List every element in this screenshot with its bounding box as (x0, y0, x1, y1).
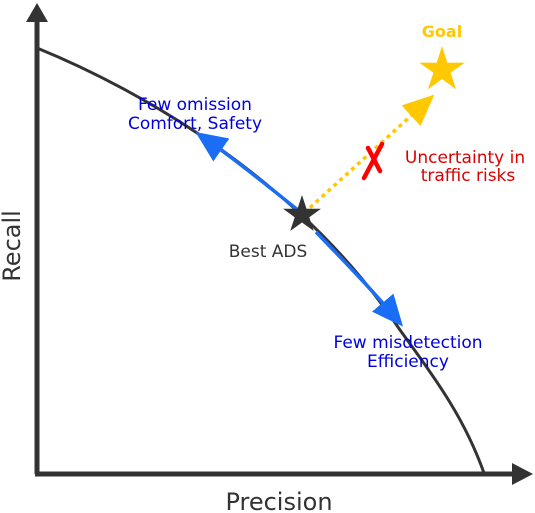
few-omission-label-line-1: Few omission (138, 95, 252, 115)
y-axis-title: Recall (0, 210, 26, 282)
arrow-toward-goal (302, 94, 435, 215)
best-ads-star-icon (283, 195, 321, 231)
x-axis-arrowhead (512, 463, 533, 485)
arrow-toward-few-omission (195, 131, 300, 212)
best-ads-label: Best ADS (229, 242, 308, 262)
few-misdetection-label-line-1: Few misdetection (333, 333, 482, 353)
uncertainty-label-line-2: traffic risks (421, 166, 516, 186)
cross-icon (361, 141, 385, 181)
uncertainty-label-line-1: Uncertainty in (405, 148, 525, 168)
goal-label: Goal (422, 22, 462, 41)
few-misdetection-label-line-2: Efficiency (367, 352, 449, 372)
goal-star-icon (419, 46, 465, 90)
few-omission-label-line-2: Comfort, Safety (128, 114, 262, 134)
x-axis-title: Precision (225, 488, 332, 513)
arrow-toward-few-misdetection (314, 230, 404, 327)
y-axis-arrowhead (26, 3, 48, 22)
tradeoff-curve (36, 46, 486, 474)
